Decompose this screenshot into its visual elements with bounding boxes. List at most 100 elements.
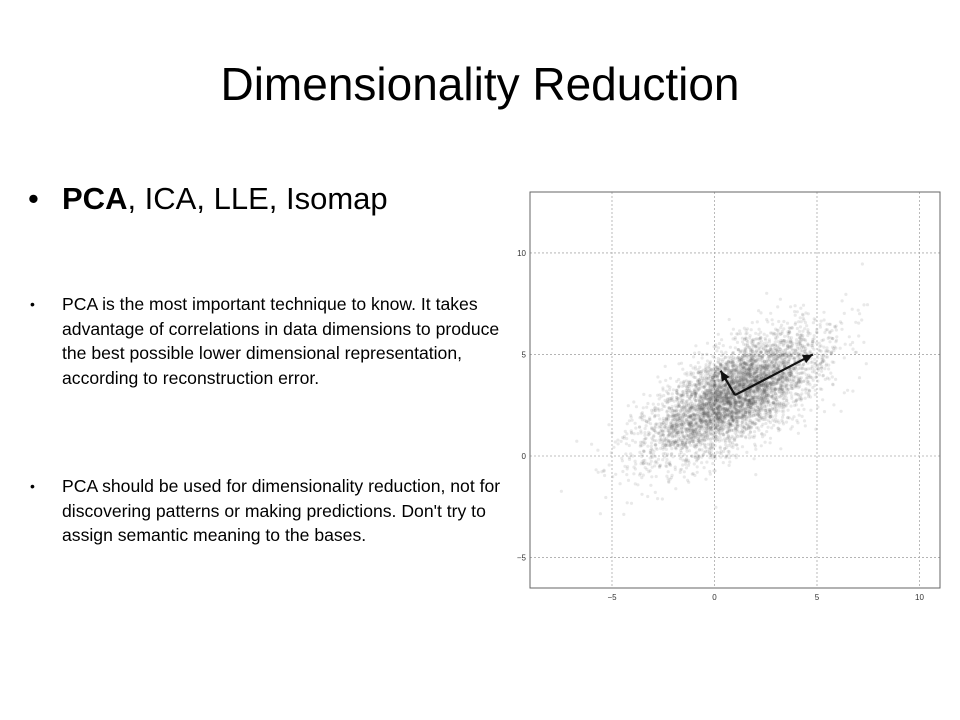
- scatter-point: [777, 346, 781, 350]
- scatter-point: [757, 401, 761, 405]
- scatter-point: [697, 404, 701, 408]
- scatter-point: [703, 376, 707, 380]
- scatter-point: [626, 404, 630, 408]
- scatter-point: [685, 445, 689, 449]
- scatter-point: [745, 373, 749, 377]
- scatter-point: [712, 402, 716, 406]
- scatter-point: [704, 412, 708, 416]
- scatter-point: [674, 431, 678, 435]
- scatter-point: [740, 375, 744, 379]
- scatter-point: [744, 436, 748, 440]
- scatter-point: [857, 321, 861, 325]
- scatter-point: [773, 357, 777, 361]
- scatter-point: [697, 350, 701, 355]
- scatter-point: [745, 346, 749, 350]
- scatter-point: [690, 454, 694, 458]
- scatter-point: [774, 354, 778, 358]
- scatter-point: [723, 398, 727, 402]
- scatter-point: [711, 421, 715, 425]
- scatter-point: [753, 393, 757, 397]
- scatter-point: [673, 467, 677, 472]
- scatter-point: [738, 378, 742, 382]
- scatter-point: [704, 411, 708, 415]
- scatter-point: [727, 368, 731, 372]
- scatter-point: [777, 376, 781, 381]
- scatter-point: [661, 447, 665, 451]
- scatter-point: [774, 398, 779, 402]
- scatter-point: [737, 395, 741, 399]
- scatter-point: [758, 399, 762, 403]
- scatter-point: [800, 349, 804, 353]
- scatter-point: [776, 379, 780, 383]
- scatter-point: [728, 403, 732, 407]
- scatter-point: [680, 384, 684, 388]
- scatter-point: [857, 376, 862, 380]
- scatter-point: [851, 389, 855, 393]
- scatter-point: [729, 395, 733, 399]
- scatter-point: [735, 421, 739, 425]
- scatter-point: [714, 413, 718, 417]
- scatter-point: [691, 428, 695, 432]
- scatter-point: [665, 458, 669, 462]
- scatter-point: [816, 368, 820, 372]
- scatter-point: [828, 340, 832, 344]
- scatter-point: [757, 415, 761, 419]
- scatter-point: [728, 460, 732, 464]
- scatter-point: [692, 433, 696, 437]
- scatter-point: [747, 398, 751, 403]
- scatter-point: [742, 382, 746, 386]
- scatter-point: [743, 398, 747, 402]
- scatter-point: [714, 364, 718, 368]
- scatter-point: [747, 378, 751, 382]
- scatter-point: [830, 360, 834, 364]
- scatter-point: [782, 378, 787, 382]
- scatter-point: [785, 370, 790, 374]
- scatter-point: [752, 423, 757, 427]
- scatter-point: [653, 454, 657, 459]
- scatter-point: [718, 362, 723, 366]
- scatter-point: [687, 389, 691, 393]
- scatter-point: [725, 392, 729, 396]
- scatter-point: [679, 396, 683, 400]
- scatter-point: [689, 415, 693, 419]
- scatter-point: [775, 366, 779, 370]
- scatter-point: [763, 372, 767, 377]
- scatter-point: [671, 388, 675, 392]
- scatter-point: [757, 357, 761, 361]
- scatter-point: [770, 415, 774, 419]
- scatter-point: [729, 372, 734, 376]
- scatter-point: [750, 402, 754, 406]
- scatter-point: [707, 400, 712, 404]
- scatter-point: [792, 415, 796, 419]
- scatter-point: [804, 339, 808, 343]
- scatter-point: [732, 405, 736, 410]
- scatter-point: [723, 401, 727, 405]
- scatter-point: [714, 371, 718, 375]
- scatter-point: [681, 416, 685, 420]
- scatter-point: [765, 360, 769, 364]
- scatter-point: [766, 350, 771, 354]
- scatter-point: [664, 400, 668, 404]
- scatter-point: [659, 430, 663, 434]
- scatter-point: [794, 392, 798, 396]
- scatter-point: [783, 360, 788, 364]
- scatter-point: [749, 387, 753, 392]
- scatter-point: [813, 393, 817, 397]
- scatter-point: [725, 398, 729, 402]
- scatter-point: [793, 376, 797, 380]
- scatter-point: [678, 470, 682, 474]
- scatter-point: [819, 344, 823, 348]
- scatter-point: [658, 438, 662, 442]
- scatter-point: [724, 454, 728, 458]
- scatter-point: [681, 442, 685, 446]
- scatter-point: [792, 378, 796, 382]
- scatter-point: [782, 380, 786, 384]
- scatter-point: [812, 334, 816, 338]
- scatter-point: [714, 414, 718, 419]
- scatter-point: [728, 423, 732, 427]
- scatter-point: [797, 346, 801, 350]
- scatter-point: [775, 378, 779, 382]
- scatter-point: [794, 341, 798, 345]
- scatter-point: [782, 404, 786, 408]
- scatter-point: [790, 353, 794, 357]
